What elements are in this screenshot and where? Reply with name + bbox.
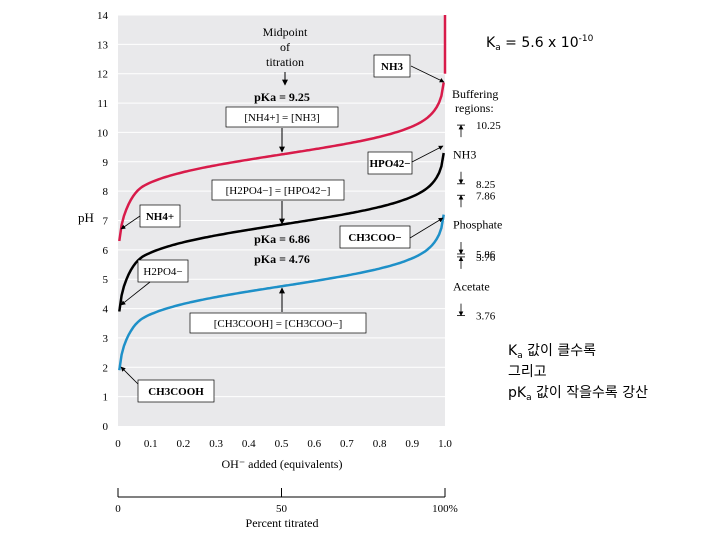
- y-tick-label: 12: [97, 69, 108, 81]
- x-axis-label: OH⁻ added (equivalents): [222, 457, 343, 471]
- y-tick-label: 11: [97, 98, 108, 110]
- x-tick-label: 0.8: [373, 438, 387, 450]
- x-tick-label: 0.5: [275, 438, 289, 450]
- h2po4-eq-hpo4-label: [H2PO4−] = [HPO42−]: [226, 185, 331, 197]
- midpoint-annotation: Midpoint of titration: [263, 25, 308, 69]
- midpoint-line-1: Midpoint: [263, 25, 308, 39]
- x-tick-label: 0.2: [177, 438, 191, 450]
- secondary-axis-label: Percent titrated: [246, 516, 319, 530]
- x-tick-label: 0.3: [209, 438, 223, 450]
- box-nh3: NH3: [381, 61, 404, 73]
- x-tick-label: 0.9: [405, 438, 419, 450]
- y-axis-label: pH: [78, 210, 94, 225]
- buffering-title-1: Buffering: [452, 87, 498, 101]
- y-tick-label: 0: [103, 421, 109, 433]
- buffer-lower-label: 8.25: [476, 179, 496, 191]
- midpoint-line-2: of: [280, 40, 290, 54]
- secondary-tick-label: 0: [115, 503, 121, 515]
- buffer-upper-label: 5.76: [476, 252, 496, 264]
- buffer-upper-label: 10.25: [476, 120, 501, 132]
- box-hpo4: HPO42−: [369, 158, 410, 170]
- pka-acet-label: pKa = 4.76: [254, 252, 310, 266]
- y-tick-label: 3: [103, 333, 109, 345]
- nh4-eq-nh3-label: [NH4+] = [NH3]: [244, 112, 319, 124]
- x-tick-label: 0.7: [340, 438, 354, 450]
- titration-curve-0: [118, 82, 445, 242]
- box-nh4: NH4+: [146, 211, 174, 223]
- buffer-region-name: Acetate: [453, 279, 490, 293]
- strength-annotation: Ka 값이 클수록 그리고 pKa 값이 작을수록 강산: [508, 343, 648, 403]
- box-h2po4: H2PO4−: [143, 266, 182, 278]
- box-ch3coo: CH3COO−: [348, 232, 401, 244]
- buffering-title-2: regions:: [455, 101, 494, 115]
- y-tick-label: 6: [103, 245, 109, 257]
- y-tick-label: 14: [97, 10, 109, 22]
- strength-line-3: pKa 값이 작을수록 강산: [508, 385, 648, 403]
- x-tick-label: 0.4: [242, 438, 256, 450]
- y-tick-label: 5: [103, 274, 109, 286]
- box-ch3cooh: CH3COOH: [148, 386, 204, 398]
- titration-curve-2: [118, 214, 445, 371]
- y-tick-label: 8: [103, 186, 109, 198]
- buffering-regions: Buffering regions: 10.25 8.25 NH3 7.86 5.86 P…: [452, 87, 502, 323]
- buffer-region-name: NH3: [453, 147, 476, 161]
- x-tick-label: 0.6: [307, 438, 321, 450]
- buffer-lower-label: 3.76: [476, 311, 496, 323]
- pka-nh3-label: pKa = 9.25: [254, 90, 310, 104]
- y-tick-label: 10: [97, 127, 109, 139]
- y-tick-label: 13: [97, 39, 109, 51]
- x-tick-label: 0.1: [144, 438, 158, 450]
- x-tick-label: 0: [115, 438, 121, 450]
- strength-line-1: Ka 값이 클수록: [508, 343, 596, 361]
- ch3cooh-eq-ch3coo-label: [CH3COOH] = [CH3COO−]: [214, 318, 343, 330]
- titration-curve-1: [118, 152, 445, 312]
- buffer-region-name: Phosphate: [453, 218, 502, 232]
- ka-annotation: Ka = 5.6 x 10-10: [486, 34, 594, 53]
- pka-phos-label: pKa = 6.86: [254, 232, 310, 246]
- y-tick-label: 1: [103, 392, 109, 404]
- secondary-tick-label: 100%: [432, 503, 458, 515]
- strength-line-2: 그리고: [508, 364, 547, 380]
- buffer-upper-label: 7.86: [476, 190, 496, 202]
- y-tick-label: 9: [103, 157, 109, 169]
- y-tick-label: 2: [103, 362, 109, 374]
- x-tick-label: 1.0: [438, 438, 452, 450]
- buffer-lower-label: 5.86: [476, 249, 496, 261]
- midpoint-line-3: titration: [266, 55, 304, 69]
- y-tick-label: 4: [103, 304, 109, 316]
- y-tick-label: 7: [103, 216, 109, 228]
- secondary-tick-label: 50: [276, 503, 288, 515]
